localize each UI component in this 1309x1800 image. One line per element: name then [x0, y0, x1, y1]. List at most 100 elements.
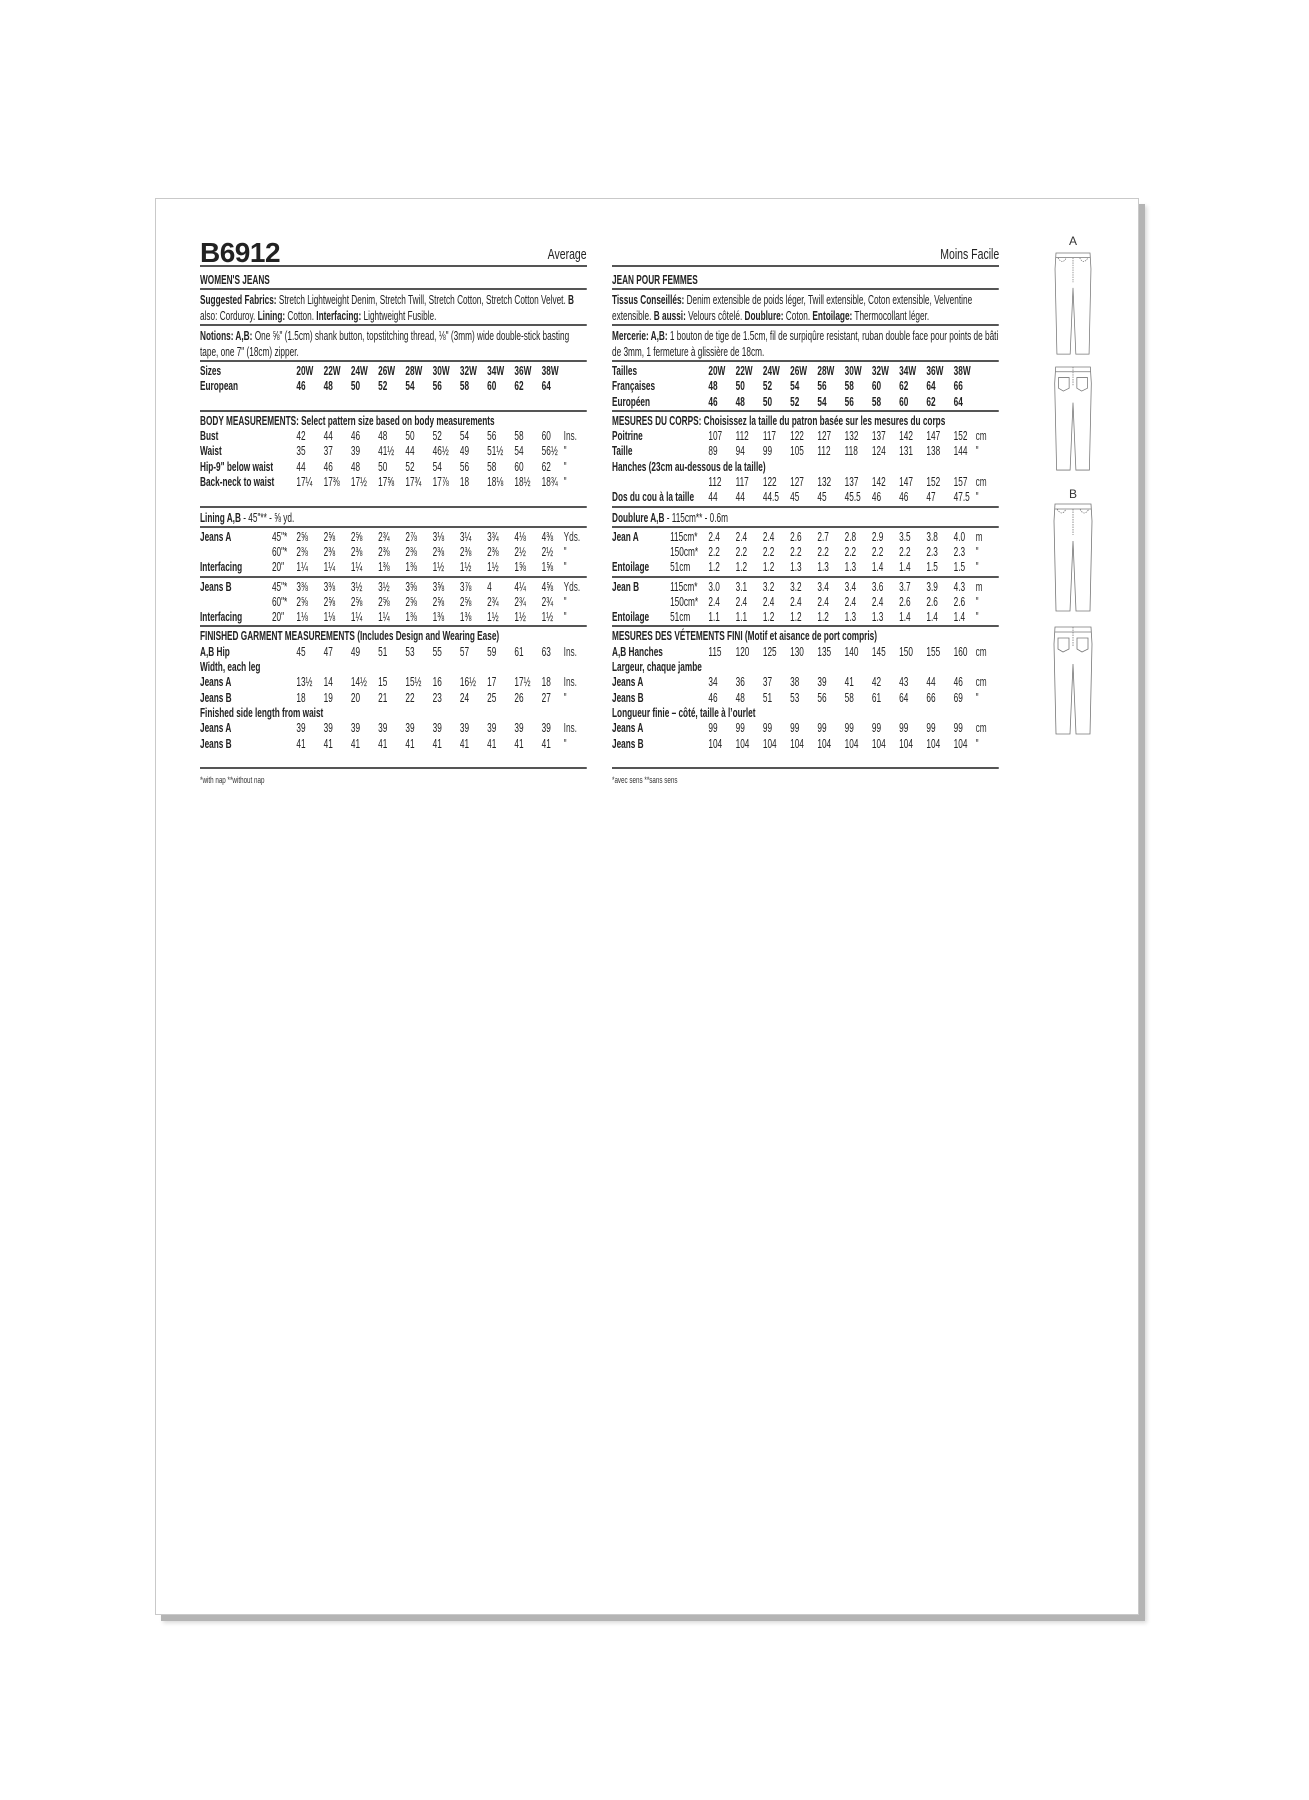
row-label: Entoilage — [612, 560, 650, 575]
text: Cotton. — [285, 309, 317, 323]
difficulty-level: Average — [548, 246, 587, 263]
fabric-width: 20" — [271, 560, 285, 575]
cell-value: 3.2 — [790, 579, 802, 594]
section-heading: Largeur, chaque jambe — [612, 660, 999, 675]
row-label: A,B Hanches — [612, 644, 663, 659]
cell-value: 47 — [323, 644, 333, 659]
cell-value: 42 — [296, 429, 306, 444]
cell-value: 17⅝ — [378, 475, 395, 490]
cell-value: 150 — [899, 644, 913, 659]
fabric-width: 115cm* — [670, 529, 698, 544]
cell-value: 64 — [953, 394, 963, 409]
cell-value: 60 — [487, 379, 497, 394]
cell-value: 41 — [405, 736, 415, 751]
table-row: Sizes 20W 22W 24W 26W 28W 30W 32W 34W 36W 38W — [200, 364, 587, 379]
table-row: Back-neck to waist 17¼ 17⅜ 17½ 17⅝ 17¾ 17⅞ 18 18… — [200, 475, 587, 490]
para-block: Suggested Fabrics: Stretch Lightweight D… — [200, 290, 587, 326]
row-label: Hip-9" below waist — [200, 459, 274, 474]
cell-value: 1.1 — [708, 610, 720, 625]
french-column: Moins Facile JEAN POUR FEMMES Tissus Cons… — [612, 240, 999, 786]
cell-value: 105 — [790, 444, 804, 459]
cell-value: 3.8 — [926, 529, 938, 544]
cell-value: 18 — [459, 475, 470, 490]
cell-value: 39 — [296, 721, 306, 736]
text: *with nap **without nap — [200, 775, 265, 787]
cell-value: 22W — [323, 364, 341, 378]
table-block: MESURES DU CORPS: Choisissez la taille d… — [612, 412, 999, 508]
cell-value: 99 — [926, 721, 936, 736]
fabric-width: 45"* — [271, 529, 288, 544]
cell-value: 42 — [871, 675, 882, 690]
heading-text: BODY MEASUREMENTS: Select pattern size b… — [200, 413, 495, 428]
english-column: B6912 Average WOMEN'S JEANS Suggested Fab… — [200, 239, 587, 787]
cell-value: 1½ — [487, 610, 499, 625]
unit-label: " — [975, 490, 979, 505]
text: also: Corduroy. — [200, 309, 258, 323]
cell-value: 26W — [790, 364, 808, 378]
cell-value: 4 — [487, 579, 492, 594]
table-row: 150cm* 2.4 2.4 2.4 2.4 2.4 2.4 2.4 2.6 2.6 2.6 " — [612, 595, 999, 610]
unit-label: cm — [975, 721, 987, 736]
cell-value: 2¾ — [487, 594, 499, 609]
cell-value: 2⅜ — [296, 544, 308, 559]
text-paragraph: Doublure A,B - 115cm** - 0.6m — [612, 510, 999, 526]
unit-label: " — [975, 610, 979, 625]
section-heading: Finished side length from waist — [200, 706, 587, 721]
unit-label: " — [975, 736, 979, 751]
unit-label: Ins. — [563, 429, 577, 444]
cell-value: 18 — [296, 690, 306, 705]
heading-text: MESURES DES VÉTEMENTS FINI (Motif et ais… — [612, 629, 877, 644]
text: *avec sens **sans sens — [612, 775, 678, 787]
bold-label: Doublure: — [744, 309, 784, 323]
view-a-front-drawing — [1052, 252, 1094, 356]
unit-label: " — [563, 610, 567, 625]
cell-value: 17¾ — [405, 475, 422, 490]
para-block: Lining A,B - 45"** - ⅝ yd. — [200, 508, 587, 528]
table-row: Jeans B 104 104 104 104 104 104 104 104 104 104 " — [612, 737, 999, 752]
cell-value: 62 — [541, 459, 551, 474]
cell-value: 125 — [762, 644, 777, 659]
row-label: Jeans A — [200, 675, 232, 690]
text: Coton. — [783, 309, 813, 323]
cell-value: 115 — [708, 644, 722, 659]
table-block: Jeans B 45"* 3⅜ 3⅜ 3½ 3½ 3⅝ 3⅝ 3⅞ 4 4¼ 4⅝ Yds. 60"* 2⅝… — [200, 578, 587, 628]
cell-value: 36 — [735, 675, 745, 690]
cell-value: 99 — [817, 721, 827, 736]
view-b-front-drawing — [1052, 503, 1094, 613]
unit-label: " — [563, 736, 567, 751]
cell-value: 48 — [350, 459, 361, 474]
heading-text: Longueur finie – côté, taille à l’ourlet — [612, 705, 756, 720]
cell-value: 52 — [405, 459, 415, 474]
cell-value: 46 — [708, 394, 718, 409]
cell-value: 58 — [514, 429, 524, 444]
cell-value: 48 — [735, 690, 745, 705]
cell-value: 39 — [323, 721, 333, 736]
cell-value: 50 — [378, 459, 388, 474]
cell-value: 41 — [844, 675, 854, 690]
cell-value: 41 — [487, 736, 497, 751]
text: One ⅝" (1.5cm) shank button, topstitchin… — [200, 329, 570, 359]
cell-value: 104 — [790, 736, 804, 751]
row-label: Jeans A — [612, 721, 644, 736]
cell-value: 99 — [762, 721, 773, 736]
cell-value: 117 — [762, 429, 777, 444]
cell-value: 120 — [735, 644, 750, 659]
table-row: Jeans A 34 36 37 38 39 41 42 43 44 46 cm — [612, 675, 999, 690]
cell-value: 104 — [762, 736, 777, 751]
cell-value: 49 — [350, 644, 361, 659]
cell-value: 1.2 — [790, 610, 802, 625]
note-block: *avec sens **sans sens — [612, 769, 999, 786]
cell-value: 1.4 — [953, 610, 966, 625]
cell-value: 24W — [350, 364, 368, 378]
bold-label: Suggested Fabrics: — [200, 293, 277, 307]
cell-value: 13½ — [296, 675, 313, 690]
cell-value: 50 — [350, 379, 361, 394]
cell-value: 104 — [899, 736, 913, 751]
blank-row — [200, 395, 587, 410]
cell-value: 39 — [541, 721, 551, 736]
cell-value: 1⅜ — [378, 560, 390, 575]
cell-value: 2.4 — [708, 529, 720, 544]
cell-value: 132 — [817, 475, 832, 490]
cell-value: 39 — [817, 675, 827, 690]
cell-value: 2.8 — [844, 529, 857, 544]
